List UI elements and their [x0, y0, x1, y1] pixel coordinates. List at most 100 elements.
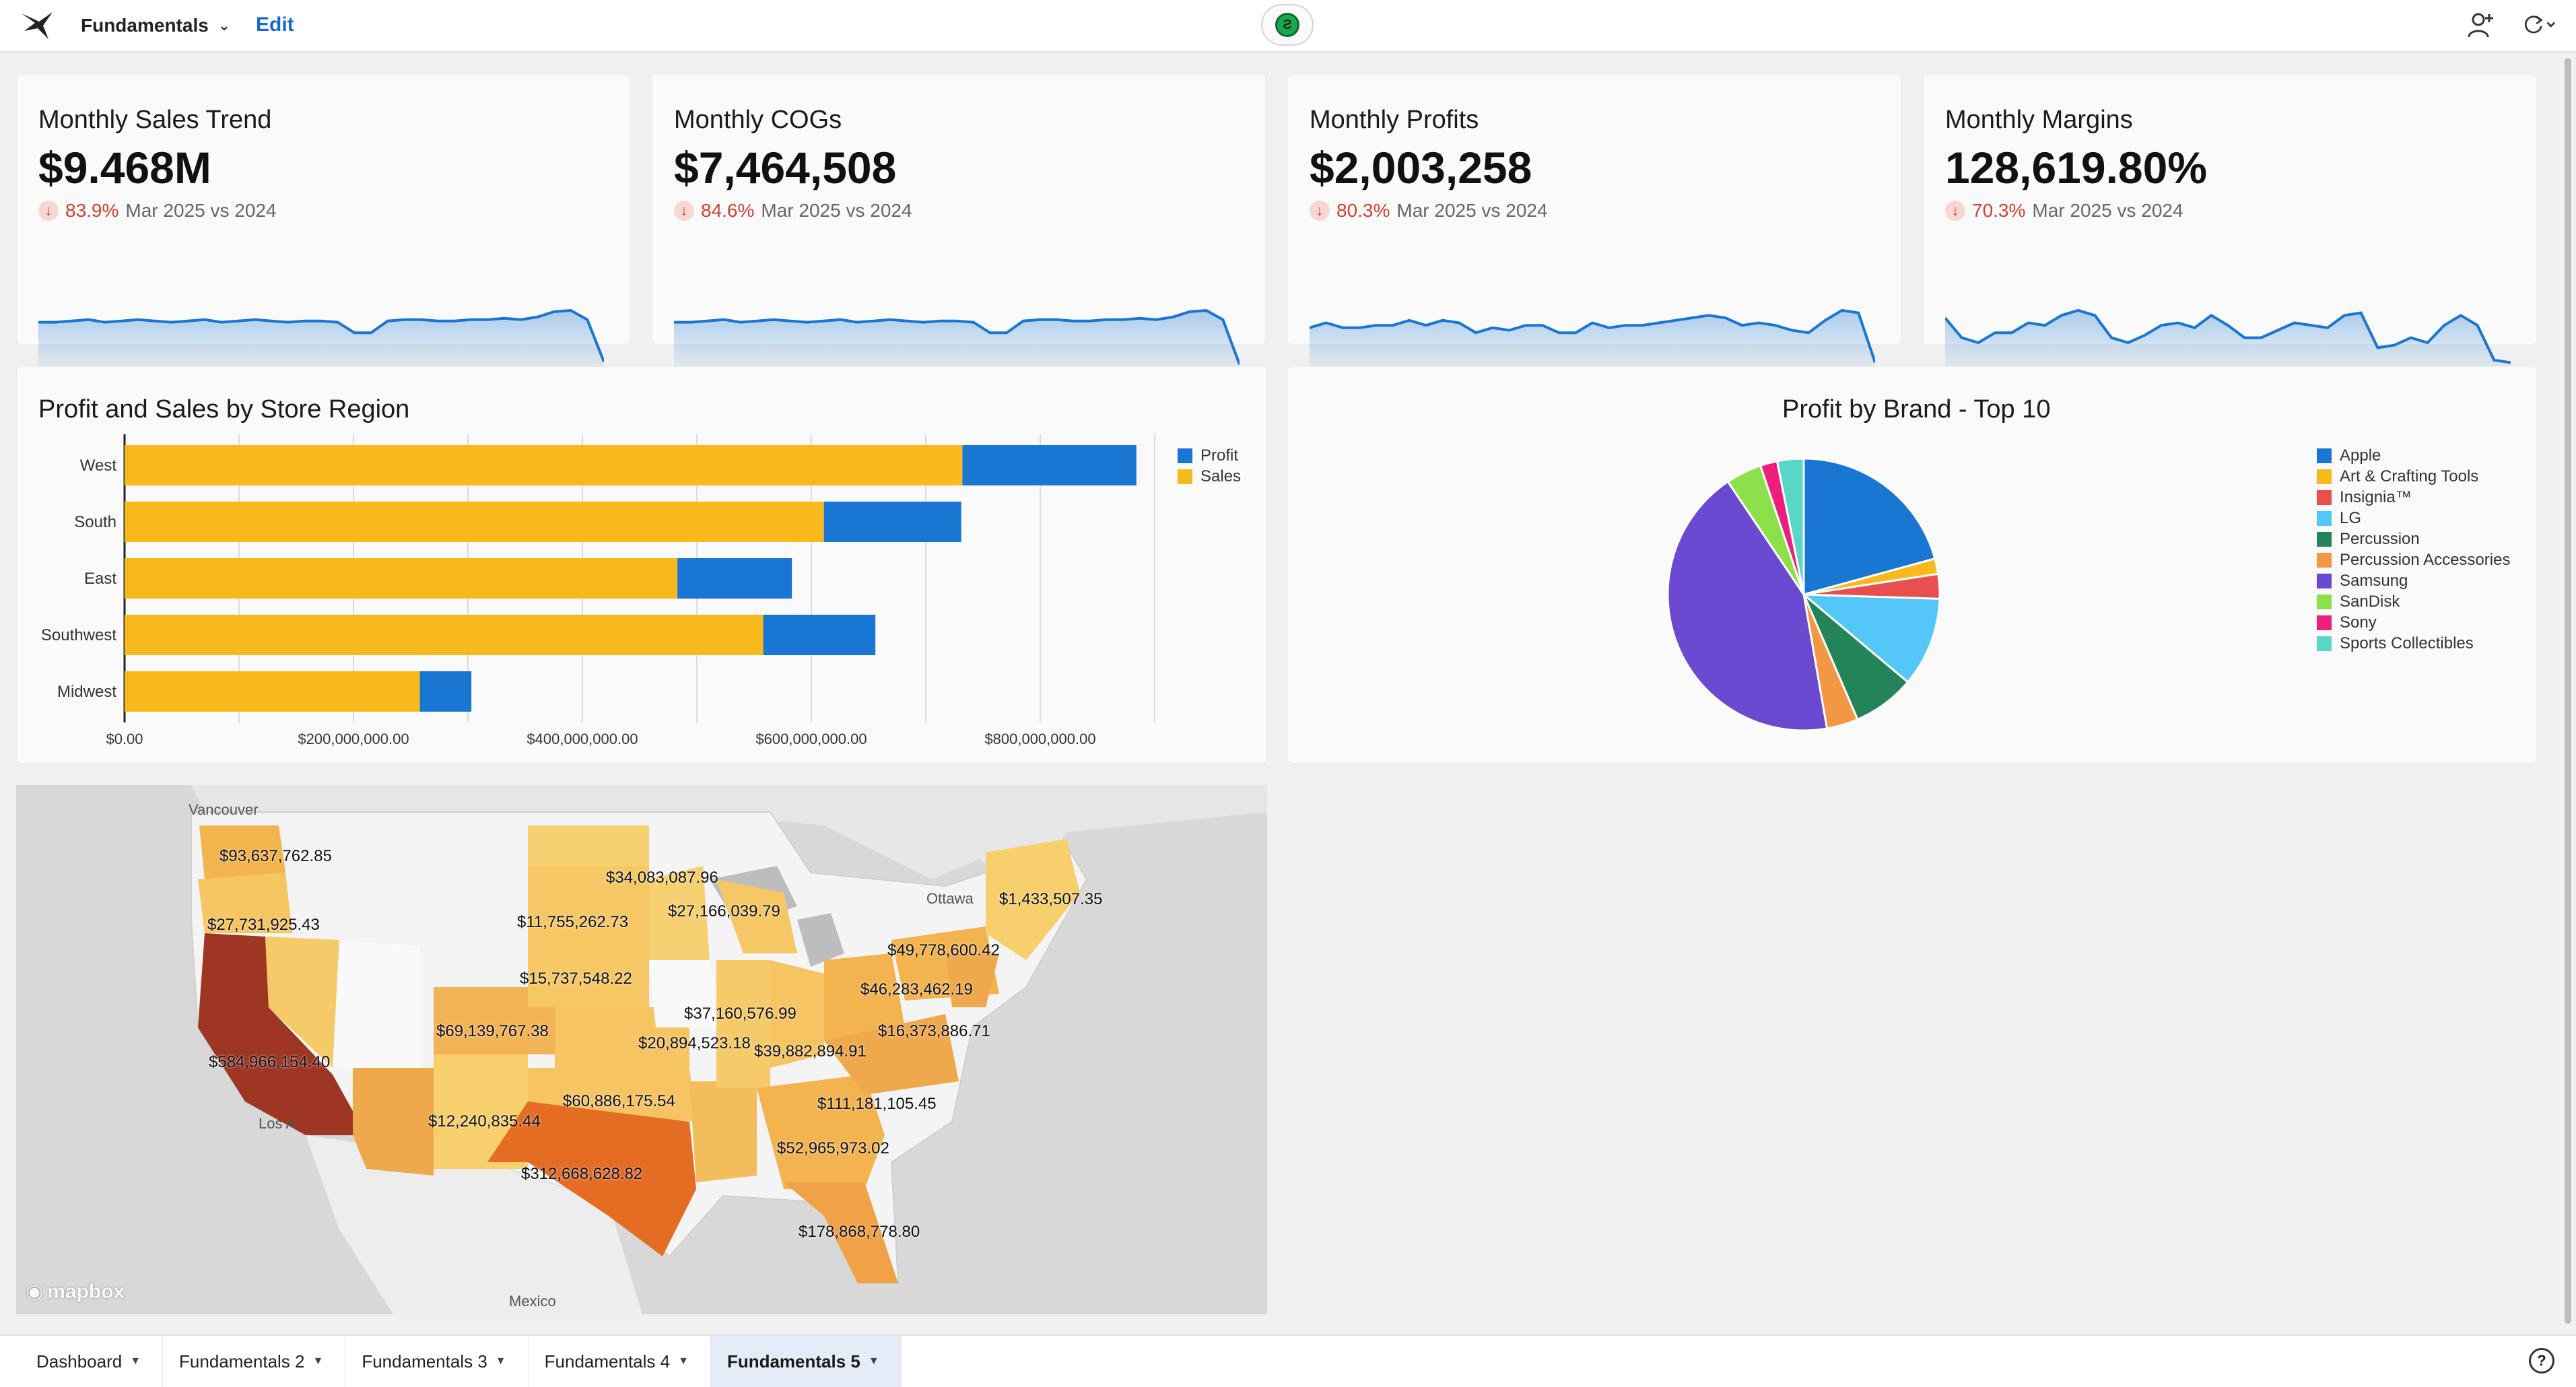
sparkline	[38, 308, 604, 378]
legend-item-insignia-[interactable]: Insignia™	[2317, 487, 2510, 508]
workbook-title-menu[interactable]: Fundamentals ⌄	[81, 15, 230, 36]
tab-dashboard[interactable]: Dashboard ▼	[20, 1336, 164, 1387]
kpi-title: Monthly Profits	[1310, 106, 1479, 134]
delta-percent: 70.3%	[1972, 200, 2026, 221]
y-tick-label: Midwest	[57, 683, 116, 701]
caret-down-icon[interactable]: ▼	[678, 1355, 689, 1367]
bar-sales-midwest[interactable]	[125, 671, 420, 712]
sparkline-area	[674, 310, 1240, 378]
tab-label: Fundamentals 3	[362, 1351, 487, 1372]
legend-item-sandisk[interactable]: SanDisk	[2317, 591, 2510, 612]
bird-logo-icon[interactable]	[19, 8, 57, 43]
kpi-value: $9.468M	[38, 143, 211, 193]
mapbox-attribution[interactable]: ◉ mapbox	[26, 1280, 125, 1304]
add-user-icon[interactable]	[2463, 7, 2499, 43]
bar-profit-south[interactable]	[823, 502, 961, 542]
legend-item-profit[interactable]: Profit	[1178, 445, 1241, 466]
map-value-label: $16,373,886.71	[878, 1022, 990, 1040]
choropleth-map[interactable]: Vancouver Ottawa Mexico Los A $93,637,76…	[16, 785, 1267, 1314]
x-tick-label: $400,000,000.00	[527, 731, 638, 747]
map-value-label: $46,283,462.19	[860, 980, 973, 999]
tab-fundamentals-3[interactable]: Fundamentals 3 ▼	[345, 1336, 529, 1387]
pie-chart-card[interactable]: Profit by Brand - Top 10 Apple Art & Craf…	[1287, 366, 2537, 764]
vertical-scrollbar[interactable]	[2563, 57, 2573, 1329]
refresh-menu-icon[interactable]	[2519, 7, 2556, 43]
city-label-ottawa: Ottawa	[926, 890, 974, 907]
bar-profit-east[interactable]	[677, 558, 792, 599]
bar-sales-southwest[interactable]	[125, 615, 764, 655]
map-value-label: $20,894,523.18	[638, 1034, 751, 1052]
bar-profit-southwest[interactable]	[763, 615, 876, 655]
sparkline	[674, 308, 1240, 378]
map-value-label: $312,668,628.82	[521, 1165, 643, 1183]
sparkline-line	[1945, 308, 2511, 364]
chart-title: Profit and Sales by Store Region	[38, 395, 410, 424]
kpi-card-margins[interactable]: Monthly Margins 128,619.80% ↓ 70.3% Mar …	[1923, 74, 2537, 378]
legend-label: Sony	[2340, 613, 2377, 632]
sparkline-area	[38, 310, 604, 378]
map-value-label: $27,731,925.43	[207, 916, 320, 934]
map-value-label: $111,181,105.45	[817, 1095, 937, 1113]
delta-percent: 83.9%	[65, 200, 119, 221]
caret-down-icon[interactable]: ▼	[868, 1355, 879, 1367]
legend-item-percussion[interactable]: Percussion	[2317, 529, 2510, 549]
pie-slice-sports-collectibles[interactable]	[1775, 457, 1805, 595]
legend-item-art-crafting-tools[interactable]: Art & Crafting Tools	[2317, 466, 2510, 487]
y-tick-label: East	[84, 570, 116, 588]
pie-legend: Apple Art & Crafting Tools Insignia™ LG Perc…	[2317, 445, 2510, 654]
y-tick-label: West	[80, 456, 117, 475]
caret-down-icon[interactable]: ▼	[312, 1355, 324, 1367]
tabs-spacer	[0, 1336, 20, 1387]
kpi-card-profits[interactable]: Monthly Profits $2,003,258 ↓ 80.3% Mar 2…	[1287, 74, 1901, 378]
top-bar: Fundamentals ⌄ Edit Ƨ	[0, 0, 2576, 53]
map-value-label: $178,868,778.80	[799, 1223, 920, 1241]
tab-fundamentals-2[interactable]: Fundamentals 2 ▼	[163, 1336, 346, 1387]
bar-chart-card[interactable]: Profit and Sales by Store Region West Sou…	[16, 366, 1267, 764]
help-icon[interactable]: ?	[2529, 1348, 2554, 1374]
pie-slice-apple[interactable]	[1802, 457, 1936, 596]
map-value-label: $69,139,767.38	[436, 1022, 549, 1040]
chart-title: Profit by Brand - Top 10	[1782, 395, 2051, 424]
caret-down-icon[interactable]: ▼	[495, 1355, 506, 1367]
legend-item-sales[interactable]: Sales	[1178, 466, 1241, 487]
legend-swatch	[2317, 552, 2332, 568]
tab-label: Fundamentals 5	[726, 1351, 860, 1372]
legend-item-lg[interactable]: LG	[2317, 508, 2510, 529]
sparkline-area	[1945, 310, 2511, 378]
legend-item-apple[interactable]: Apple	[2317, 445, 2510, 466]
legend-item-percussion-accessories[interactable]: Percussion Accessories	[2317, 549, 2510, 570]
legend-item-sony[interactable]: Sony	[2317, 612, 2510, 633]
edit-button[interactable]: Edit	[256, 13, 294, 36]
status-badge[interactable]: Ƨ	[1261, 4, 1314, 46]
kpi-delta: ↓ 83.9% Mar 2025 vs 2024	[38, 200, 277, 222]
legend-swatch	[2317, 531, 2332, 547]
pie-slice-lg[interactable]	[1800, 593, 1941, 684]
bar-sales-south[interactable]	[125, 502, 824, 542]
sparkline-line	[1310, 308, 1875, 364]
legend-swatch	[2317, 573, 2332, 588]
map-value-label: $15,737,548.22	[520, 970, 632, 988]
scrollbar-thumb[interactable]	[2565, 58, 2571, 1324]
tab-fundamentals-5[interactable]: Fundamentals 5 ▼	[710, 1336, 902, 1387]
mapbox-label: mapbox	[47, 1280, 125, 1303]
bar-sales-west[interactable]	[125, 445, 963, 485]
bar-legend: Profit Sales	[1178, 445, 1241, 487]
map-value-label: $11,755,262.73	[517, 913, 629, 931]
kpi-value: $7,464,508	[674, 143, 897, 193]
y-tick-label: Southwest	[41, 626, 116, 644]
legend-item-sports-collectibles[interactable]: Sports Collectibles	[2317, 633, 2510, 654]
map-value-label: $27,166,039.79	[668, 902, 780, 920]
sparkline	[1945, 308, 2511, 378]
kpi-card-sales[interactable]: Monthly Sales Trend $9.468M ↓ 83.9% Mar …	[16, 74, 630, 378]
tab-fundamentals-4[interactable]: Fundamentals 4 ▼	[529, 1336, 711, 1387]
pie-slice-samsung[interactable]	[1666, 480, 1829, 732]
legend-item-samsung[interactable]: Samsung	[2317, 570, 2510, 591]
bar-profit-west[interactable]	[962, 445, 1137, 485]
kpi-card-cogs[interactable]: Monthly COGs $7,464,508 ↓ 84.6% Mar 2025…	[652, 74, 1266, 378]
caret-down-icon[interactable]: ▼	[130, 1355, 141, 1367]
delta-percent: 80.3%	[1336, 200, 1390, 221]
sparkline-line	[674, 308, 1240, 365]
bar-profit-midwest[interactable]	[419, 671, 472, 712]
arrow-down-icon: ↓	[1310, 201, 1330, 221]
bar-sales-east[interactable]	[125, 558, 678, 599]
